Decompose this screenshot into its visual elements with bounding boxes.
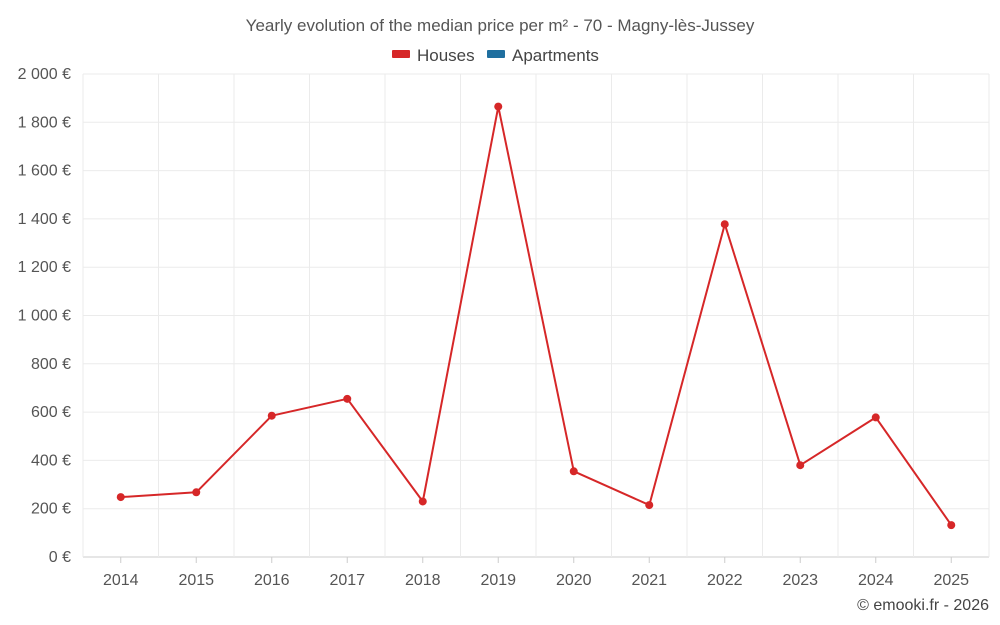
data-point[interactable] xyxy=(192,488,201,497)
data-point[interactable] xyxy=(796,461,805,470)
legend-item-houses[interactable]: Houses xyxy=(392,46,475,65)
data-point[interactable] xyxy=(569,467,578,476)
x-tick-label: 2021 xyxy=(631,572,667,589)
x-tick-label: 2022 xyxy=(707,572,743,589)
legend-swatch-apartments xyxy=(487,50,505,58)
data-point[interactable] xyxy=(720,220,729,229)
y-tick-label: 200 € xyxy=(31,501,71,518)
chart-title: Yearly evolution of the median price per… xyxy=(246,16,755,35)
credit-text: © emooki.fr - 2026 xyxy=(857,597,989,614)
series-houses xyxy=(116,102,956,530)
data-point[interactable] xyxy=(494,102,503,111)
x-tick-label: 2016 xyxy=(254,572,290,589)
legend-label-houses: Houses xyxy=(417,46,475,65)
y-tick-label: 1 200 € xyxy=(18,259,71,276)
x-tick-label: 2018 xyxy=(405,572,441,589)
y-tick-label: 1 600 € xyxy=(18,163,71,180)
legend[interactable]: Houses Apartments xyxy=(392,46,599,65)
x-axis: 2014 2015 2016 2017 2018 2019 2020 2021 2022 2023… xyxy=(103,557,969,589)
data-point[interactable] xyxy=(645,501,654,510)
legend-swatch-houses xyxy=(392,50,410,58)
x-tick-label: 2020 xyxy=(556,572,592,589)
data-point[interactable] xyxy=(267,411,276,420)
data-point[interactable] xyxy=(947,521,956,530)
x-tick-label: 2025 xyxy=(933,572,969,589)
x-tick-label: 2019 xyxy=(480,572,516,589)
y-tick-label: 1 000 € xyxy=(18,308,71,325)
x-tick-label: 2023 xyxy=(782,572,818,589)
grid xyxy=(82,73,990,558)
y-tick-label: 1 800 € xyxy=(18,114,71,131)
legend-item-apartments[interactable]: Apartments xyxy=(487,46,599,65)
series-line xyxy=(120,105,953,526)
y-tick-label: 1 400 € xyxy=(18,211,71,228)
y-tick-label: 400 € xyxy=(31,452,71,469)
data-point[interactable] xyxy=(418,497,427,506)
x-tick-label: 2014 xyxy=(103,572,139,589)
x-tick-label: 2015 xyxy=(178,572,214,589)
y-tick-label: 800 € xyxy=(31,356,71,373)
data-point[interactable] xyxy=(871,413,880,422)
y-axis: 0 € 200 € 400 € 600 € 800 € 1 000 € 1 200 € 1 4… xyxy=(18,66,71,566)
x-tick-label: 2024 xyxy=(858,572,894,589)
data-point[interactable] xyxy=(116,493,125,502)
legend-label-apartments: Apartments xyxy=(512,46,599,65)
y-tick-label: 2 000 € xyxy=(18,66,71,83)
x-tick-label: 2017 xyxy=(329,572,365,589)
data-point[interactable] xyxy=(343,394,352,403)
y-tick-label: 0 € xyxy=(49,549,71,566)
y-tick-label: 600 € xyxy=(31,404,71,421)
